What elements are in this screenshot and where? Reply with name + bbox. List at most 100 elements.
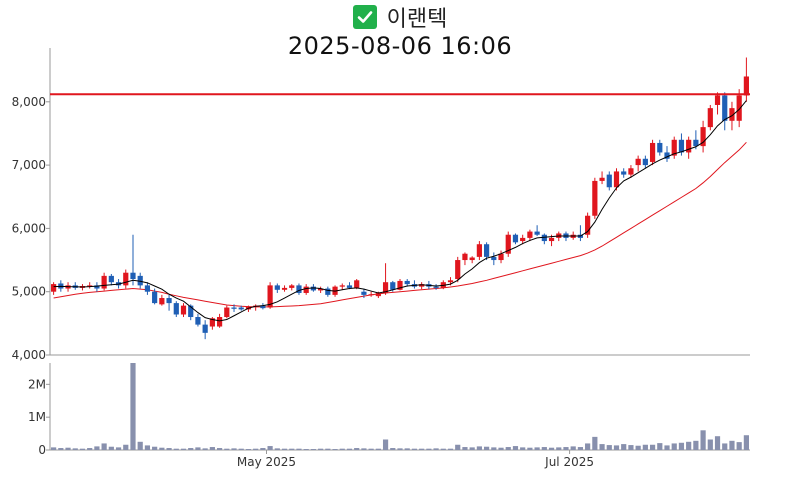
candle-body: [325, 288, 331, 295]
candle-body: [361, 291, 367, 295]
candle-body: [231, 307, 237, 309]
candle-body: [455, 260, 461, 280]
volume-bar: [274, 448, 280, 450]
chart-timestamp: 2025-08-06 16:06: [287, 32, 513, 60]
candle-body: [491, 256, 497, 261]
candle-body: [700, 127, 706, 147]
volume-bar: [599, 444, 605, 450]
candle-body: [433, 286, 439, 288]
volume-bar: [534, 447, 540, 450]
volume-bar: [253, 448, 259, 450]
volume-bar: [404, 448, 410, 450]
volume-bar: [548, 447, 555, 450]
volume-bar: [87, 448, 93, 450]
candle-body: [209, 318, 215, 327]
candle-body: [548, 237, 555, 242]
volume-bar: [94, 446, 100, 450]
volume-bar: [433, 448, 439, 450]
candle-body: [613, 171, 620, 188]
volume-bar: [231, 448, 237, 450]
volume-bar: [137, 441, 143, 450]
volume-bar: [476, 446, 482, 450]
candle-body: [484, 244, 490, 257]
volume-bar: [642, 444, 648, 450]
price-tick-label: 7,000: [12, 158, 46, 172]
volume-bar: [570, 446, 576, 450]
volume-bar: [462, 447, 468, 450]
candle-body: [390, 282, 396, 290]
volume-tick-label: 1M: [28, 410, 46, 424]
x-axis: May 2025 Jul 2025: [237, 450, 594, 469]
volume-bar: [354, 448, 360, 450]
candle-body: [346, 285, 353, 288]
candle-body: [296, 285, 302, 293]
candle-body: [375, 292, 381, 297]
volume-bar: [664, 445, 670, 450]
candle-body: [606, 174, 612, 188]
ma-short-line: [53, 100, 747, 322]
volume-bar: [693, 440, 699, 450]
volume-bar: [678, 442, 685, 450]
volume-bar: [592, 436, 598, 450]
candle-body: [505, 234, 511, 254]
candle-body: [368, 294, 374, 296]
volume-bar: [238, 448, 244, 450]
volume-bar: [520, 447, 526, 450]
volume-bar: [281, 448, 288, 450]
candle-body: [238, 307, 244, 310]
candle-body: [527, 231, 533, 238]
candle-body: [310, 286, 316, 291]
candle-body: [87, 285, 93, 287]
volume-bar: [390, 448, 396, 450]
volume-bar: [411, 448, 418, 450]
candle-body: [657, 142, 663, 153]
x-tick-label: May 2025: [237, 455, 296, 469]
candle-body: [722, 95, 728, 121]
candle-body: [173, 303, 179, 315]
candle-body: [743, 76, 749, 96]
volume-bar: [722, 443, 728, 450]
volume-bar: [743, 435, 749, 450]
volume-bar: [72, 448, 78, 450]
volume-bar: [209, 447, 215, 450]
volume-bar: [361, 448, 367, 450]
candle-body: [635, 158, 641, 166]
volume-bar: [267, 446, 273, 450]
candle-body: [260, 305, 266, 309]
candle-body: [51, 284, 57, 292]
candle-body: [404, 280, 410, 285]
volume-bar: [325, 448, 331, 450]
chart-title: 이랜텍: [0, 2, 800, 32]
candle-body: [541, 234, 547, 242]
candle-body: [585, 215, 591, 235]
stock-name: 이랜텍: [386, 7, 448, 32]
volume-bar: [144, 445, 151, 450]
volume-bar: [613, 445, 620, 450]
volume-bar: [51, 447, 57, 450]
volume-bar: [635, 445, 641, 450]
volume-bar: [556, 447, 562, 450]
volume-bar: [195, 447, 201, 450]
candle-body: [166, 298, 172, 304]
candle-body: [419, 284, 425, 287]
volume-bar: [123, 444, 129, 450]
volume-bar: [216, 448, 223, 450]
candle-body: [628, 168, 634, 175]
candle-body: [397, 280, 403, 290]
candle-body: [188, 305, 194, 318]
candle-body: [693, 139, 699, 147]
volume-bar: [686, 441, 692, 450]
volume-bar: [289, 448, 295, 450]
volume-bar: [260, 448, 266, 450]
x-tick-label: Jul 2025: [544, 455, 594, 469]
volume-bar: [166, 448, 172, 450]
candle-body: [274, 285, 280, 290]
candle-body: [267, 285, 273, 308]
candle-body: [534, 231, 540, 235]
candle-body: [130, 272, 136, 280]
candle-body: [281, 287, 288, 290]
candle-body: [592, 180, 598, 216]
candle-body: [159, 298, 165, 305]
candle-body: [216, 317, 223, 327]
volume-bar: [101, 443, 107, 450]
